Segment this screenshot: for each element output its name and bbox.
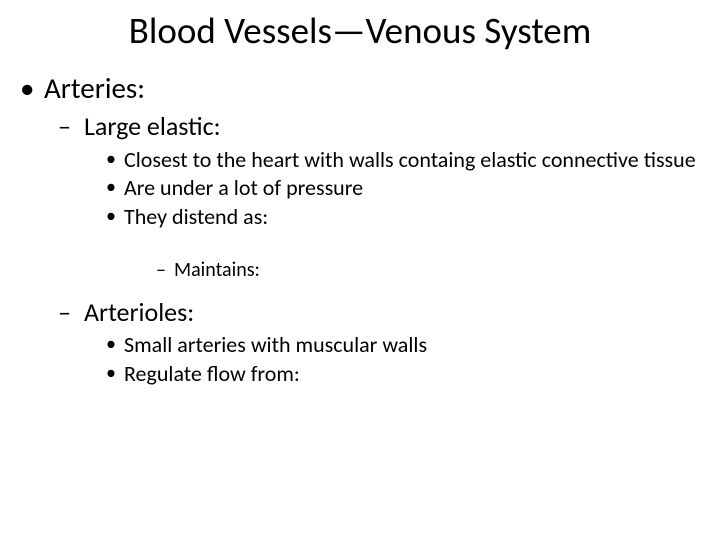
- list-item-label: They distend as:: [124, 203, 268, 230]
- list-item-arteries: Arteries: Large elastic: Closest to the …: [18, 70, 702, 387]
- bullet-list-l4: Maintains:: [124, 258, 702, 282]
- list-item: Small arteries with muscular walls: [102, 332, 702, 358]
- list-item-large-elastic: Large elastic: Closest to the heart with…: [54, 110, 702, 282]
- list-item: Regulate flow from:: [102, 361, 702, 387]
- slide: Blood Vessels—Venous System Arteries: La…: [0, 0, 720, 540]
- list-item: Closest to the heart with walls containg…: [102, 147, 702, 173]
- bullet-list-l3: Closest to the heart with walls containg…: [84, 147, 702, 282]
- list-item: They distend as: Maintains:: [102, 204, 702, 282]
- list-item-label: Arteries:: [44, 70, 145, 106]
- bullet-list-l3: Small arteries with muscular walls Regul…: [84, 332, 702, 387]
- list-item: Maintains:: [152, 258, 702, 282]
- list-item-arterioles: Arterioles: Small arteries with muscular…: [54, 296, 702, 387]
- list-item-label: Arterioles:: [84, 296, 194, 328]
- slide-body: Arteries: Large elastic: Closest to the …: [18, 70, 702, 393]
- bullet-list-l2: Large elastic: Closest to the heart with…: [44, 110, 702, 387]
- slide-title: Blood Vessels—Venous System: [0, 8, 720, 53]
- list-item-label: Large elastic:: [84, 110, 221, 142]
- bullet-list-l1: Arteries: Large elastic: Closest to the …: [18, 70, 702, 387]
- list-item: Are under a lot of pressure: [102, 175, 702, 201]
